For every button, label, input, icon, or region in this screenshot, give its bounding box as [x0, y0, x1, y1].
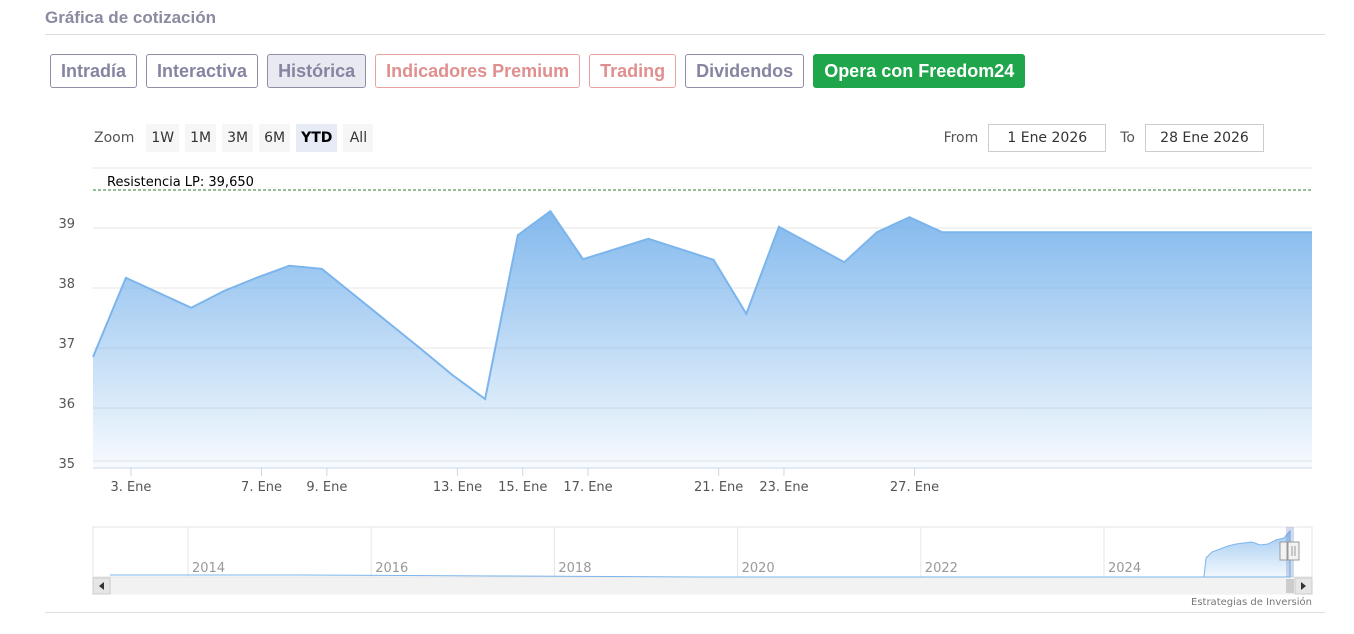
x-tick-label: 17. Ene — [563, 480, 612, 495]
y-tick-label: 35 — [58, 457, 75, 472]
navigator-year-label: 2020 — [742, 561, 775, 576]
x-tick-label: 21. Ene — [694, 480, 743, 495]
series-area — [93, 211, 1312, 468]
x-tick-label: 23. Ene — [759, 480, 808, 495]
zoom-label: Zoom — [94, 130, 135, 146]
navigator-year-label: 2014 — [192, 561, 225, 576]
navigator-year-label: 2018 — [558, 561, 591, 576]
range-selector: Zoom 1W 1M 3M 6M YTD All — [94, 124, 374, 152]
y-tick-label: 38 — [58, 277, 75, 292]
navigator-year-label: 2022 — [925, 561, 958, 576]
section-title: Gráfica de cotización — [45, 8, 216, 27]
from-date-input[interactable]: 1 Ene 2026 — [988, 124, 1107, 152]
navigator-frame — [92, 526, 1313, 578]
title-divider — [45, 34, 1325, 35]
x-tick-label: 13. Ene — [433, 480, 482, 495]
y-axis-labels: 35 36 37 38 39 — [58, 217, 75, 472]
navigator-left-handle[interactable] — [1279, 541, 1288, 561]
zoom-1m-button[interactable]: 1M — [185, 124, 217, 152]
navigator-year-labels: 2014 2016 2018 2020 2022 2024 — [192, 561, 1141, 576]
from-label: From — [943, 130, 979, 146]
zoom-1w-button[interactable]: 1W — [146, 124, 180, 152]
navigator-scrollbar[interactable] — [92, 577, 1313, 595]
navigator-recent-area — [1203, 529, 1291, 578]
navigator-history-line — [110, 574, 1204, 578]
chart-tabs: Intradía Interactiva Histórica Indicador… — [50, 54, 1026, 88]
zoom-all-button[interactable]: All — [343, 124, 374, 152]
x-tick-label: 27. Ene — [890, 480, 939, 495]
navigator-right-handle[interactable] — [1287, 541, 1300, 561]
series-line — [92, 209, 1312, 401]
tab-dividendos[interactable]: Dividendos — [685, 54, 805, 88]
y-tick-label: 37 — [58, 337, 75, 352]
opera-freedom24-button[interactable]: Opera con Freedom24 — [813, 54, 1026, 88]
x-tick-label: 15. Ene — [498, 480, 547, 495]
to-date-input[interactable]: 28 Ene 2026 — [1145, 124, 1264, 152]
x-axis-ticks — [130, 468, 916, 476]
date-range: From 1 Ene 2026 To 28 Ene 2026 — [944, 124, 1264, 152]
navigator-year-label: 2016 — [375, 561, 408, 576]
scrollbar-thumb[interactable] — [1286, 579, 1294, 593]
navigator-year-label: 2024 — [1108, 561, 1141, 576]
resistance-label: Resistencia LP: 39,650 — [107, 175, 254, 190]
x-tick-label: 3. Ene — [110, 480, 151, 495]
scrollbar-track[interactable] — [92, 577, 1313, 595]
tab-indicadores-premium[interactable]: Indicadores Premium — [375, 54, 581, 88]
zoom-6m-button[interactable]: 6M — [259, 124, 291, 152]
y-tick-label: 36 — [58, 397, 75, 412]
bottom-divider — [45, 612, 1325, 613]
chart-credits[interactable]: Estrategias de Inversión — [1191, 597, 1312, 608]
tab-intradia[interactable]: Intradía — [50, 54, 138, 88]
x-axis-labels: 3. Ene 7. Ene 9. Ene 13. Ene 15. Ene 17. Ene 2… — [110, 480, 939, 495]
tab-trading[interactable]: Trading — [589, 54, 677, 88]
scroll-left-arrow-icon — [99, 582, 104, 590]
tab-historica[interactable]: Histórica — [267, 54, 367, 88]
tab-interactiva[interactable]: Interactiva — [146, 54, 259, 88]
scroll-right-arrow-icon — [1301, 582, 1306, 590]
zoom-3m-button[interactable]: 3M — [222, 124, 254, 152]
x-tick-label: 9. Ene — [306, 480, 347, 495]
x-tick-label: 7. Ene — [241, 480, 282, 495]
to-label: To — [1120, 130, 1135, 146]
y-tick-label: 39 — [58, 217, 75, 232]
navigator[interactable]: 2014 2016 2018 2020 2022 2024 — [92, 526, 1313, 578]
navigator-grid — [187, 527, 1105, 577]
zoom-ytd-button[interactable]: YTD — [296, 124, 338, 152]
